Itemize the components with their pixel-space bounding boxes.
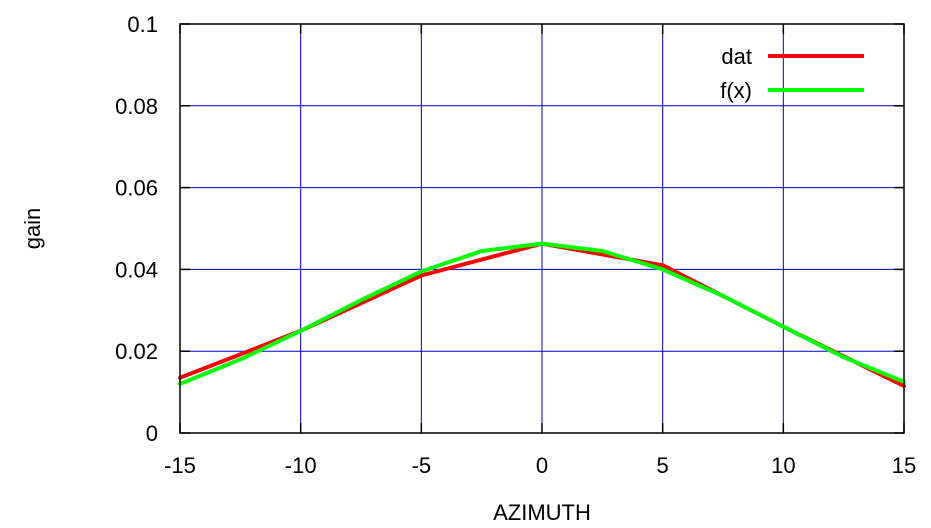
y-tick-label: 0.04 <box>115 257 158 282</box>
legend-label-dat: dat <box>721 44 752 69</box>
y-tick-label: 0.08 <box>115 94 158 119</box>
legend: dat f(x) <box>720 44 864 103</box>
y-tick-label: 0.06 <box>115 176 158 201</box>
y-tick-label: 0.1 <box>127 12 158 37</box>
y-tick-label: 0.02 <box>115 339 158 364</box>
x-tick-label: 10 <box>771 453 795 478</box>
x-tick-label: 15 <box>892 453 916 478</box>
legend-label-fx: f(x) <box>720 78 752 103</box>
y-tick-label: 0 <box>146 421 158 446</box>
x-tick-label: -15 <box>164 453 196 478</box>
x-tick-label: 0 <box>536 453 548 478</box>
x-tick-label: -5 <box>412 453 432 478</box>
grid <box>180 24 904 433</box>
x-tick-label: 5 <box>657 453 669 478</box>
series-line-fx <box>178 241 906 386</box>
y-axis-title: gain <box>20 208 45 250</box>
ticks <box>179 23 905 434</box>
series-layer <box>178 241 906 388</box>
x-axis-title: AZIMUTH <box>493 500 591 525</box>
tick-labels: -15 -10 -5 0 5 10 15 0 0.02 0.04 0.06 0.08 0.1 <box>115 12 916 478</box>
x-tick-label: -10 <box>285 453 317 478</box>
